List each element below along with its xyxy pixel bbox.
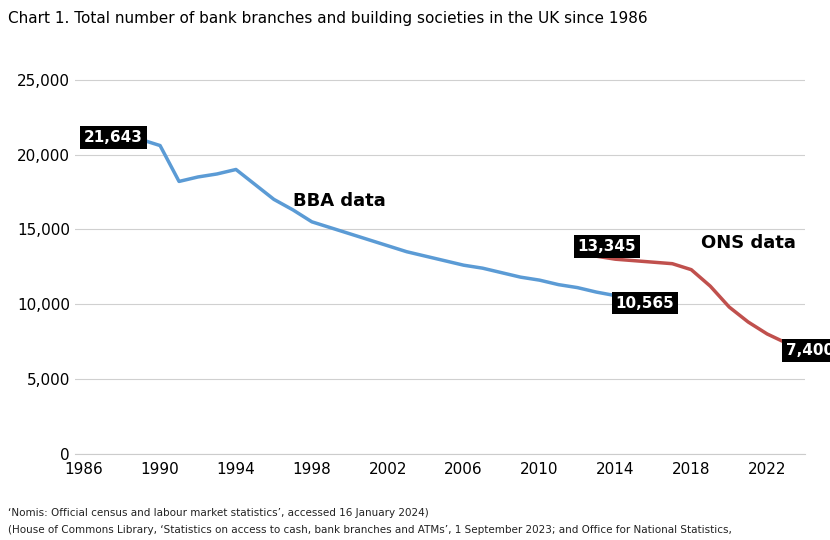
Text: (House of Commons Library, ‘Statistics on access to cash, bank branches and ATMs: (House of Commons Library, ‘Statistics o… bbox=[8, 524, 732, 535]
Text: 7,400: 7,400 bbox=[786, 343, 830, 358]
Text: ONS data: ONS data bbox=[701, 234, 796, 252]
Text: 13,345: 13,345 bbox=[578, 239, 636, 254]
Text: BBA data: BBA data bbox=[293, 192, 386, 210]
Text: Chart 1. Total number of bank branches and building societies in the UK since 19: Chart 1. Total number of bank branches a… bbox=[8, 11, 648, 26]
Text: ‘Nomis: Official census and labour market statistics’, accessed 16 January 2024): ‘Nomis: Official census and labour marke… bbox=[8, 508, 429, 518]
Text: 10,565: 10,565 bbox=[615, 295, 674, 310]
Text: 21,643: 21,643 bbox=[84, 130, 143, 145]
